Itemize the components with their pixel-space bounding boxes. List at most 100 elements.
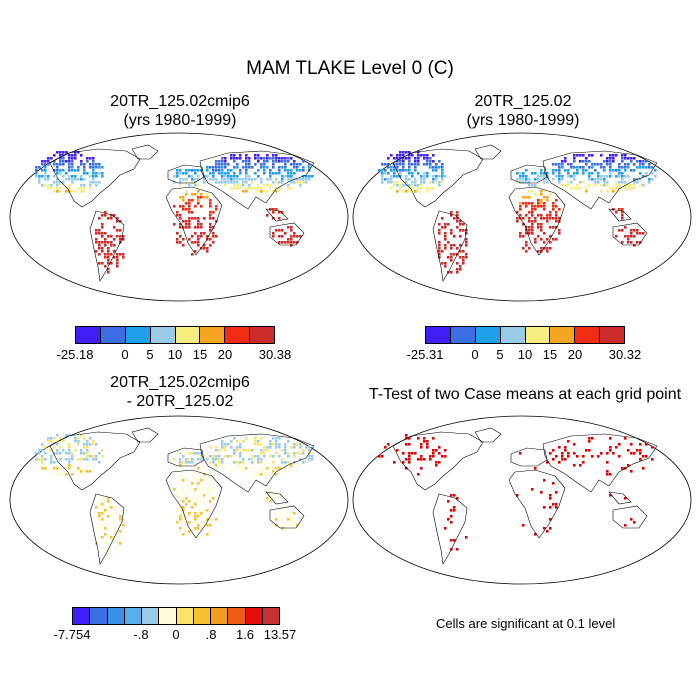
coastline <box>165 186 223 256</box>
colorbar-swatch <box>475 327 501 343</box>
colorbar-label: 10 <box>167 347 183 362</box>
map-cells <box>35 434 314 557</box>
panel-title-line1: 20TR_125.02cmip6 <box>110 374 250 391</box>
world-map-ttest <box>352 415 692 585</box>
colorbar-label: 0 <box>471 347 479 362</box>
colorbar-swatch <box>500 327 526 343</box>
colorbar-label: 5 <box>146 347 154 362</box>
coastline <box>199 433 315 493</box>
colorbar-label: 5 <box>496 347 504 362</box>
colorbar-swatch <box>262 608 279 624</box>
colorbar-label: 20 <box>217 347 233 362</box>
map-panel-top-right <box>351 131 693 303</box>
coastline <box>392 431 484 491</box>
map-panel-bottom-right <box>351 414 693 586</box>
coastline <box>269 222 305 246</box>
coastline <box>131 427 159 443</box>
panel-title-line1: 20TR_125.02cmip6 <box>110 93 250 110</box>
colorbar-swatch <box>550 327 576 343</box>
colorbar-swatch <box>150 327 176 343</box>
panel-title-top-left: 20TR_125.02cmip6 (yrs 1980-1999) <box>42 92 318 130</box>
colorbar-swatch <box>76 327 101 343</box>
colorbar-label: -.8 <box>133 627 149 642</box>
map-cells <box>378 434 654 551</box>
panel-title-line2: (yrs 1980-1999) <box>466 112 580 129</box>
coastline <box>89 210 125 282</box>
colorbar-label-min: -7.754 <box>53 627 91 642</box>
colorbar-swatch <box>250 327 274 343</box>
map-boundary <box>352 415 692 585</box>
colorbar-label: 10 <box>517 347 533 362</box>
colorbar-swatch <box>450 327 476 343</box>
colorbar-label: 0 <box>121 347 129 362</box>
colorbar-label: 20 <box>567 347 583 362</box>
colorbar-swatch <box>193 608 211 624</box>
coastline <box>508 186 566 256</box>
colorbar-swatch <box>107 608 125 624</box>
coastline <box>392 148 484 208</box>
coastline <box>612 505 648 529</box>
coastline <box>608 208 632 222</box>
coastline <box>432 210 468 282</box>
panel-title-line1: 20TR_125.02 <box>474 93 572 110</box>
coastline <box>199 150 315 210</box>
coastline <box>89 493 125 565</box>
map-panel-bottom-left <box>8 414 350 586</box>
colorbar-swatch <box>100 327 126 343</box>
coastline <box>265 491 289 505</box>
coastline <box>432 493 468 565</box>
panel-title-top-right: 20TR_125.02 (yrs 1980-1999) <box>385 92 661 130</box>
panel-title-line2: (yrs 1980-1999) <box>123 112 237 129</box>
coastline <box>269 505 305 529</box>
map-panel-top-left <box>8 131 350 303</box>
world-map-abs-control <box>352 132 692 302</box>
panel-title-bottom-right: T-Test of two Case means at each grid po… <box>350 385 700 404</box>
world-map-abs-cmip6 <box>9 132 349 302</box>
colorbar-label-max: 30.38 <box>258 347 292 362</box>
coastline <box>608 491 632 505</box>
colorbar-label-max: 30.32 <box>608 347 642 362</box>
colorbar-swatch <box>211 608 229 624</box>
colorbar-swatch <box>176 608 194 624</box>
colorbar-swatch <box>225 327 251 343</box>
colorbar-top-left <box>75 326 275 344</box>
coastline <box>265 208 289 222</box>
coastline <box>474 144 502 160</box>
map-cells <box>378 151 657 274</box>
coastline <box>49 431 141 491</box>
colorbar-swatch <box>73 608 91 624</box>
map-cells <box>35 151 314 274</box>
panel-title-bottom-left: 20TR_125.02cmip6 - 20TR_125.02 <box>42 373 318 411</box>
colorbar-label-max: 13.57 <box>263 627 297 642</box>
colorbar-label-min: -25.31 <box>406 347 444 362</box>
colorbar-swatch <box>125 327 151 343</box>
world-map-difference <box>9 415 349 585</box>
colorbar-swatch <box>245 608 263 624</box>
colorbar-bottom-left <box>72 607 280 625</box>
coastline <box>542 150 658 210</box>
coastline <box>510 164 548 184</box>
colorbar-label-min: -25.18 <box>56 347 94 362</box>
panel-title-line1: T-Test of two Case means at each grid po… <box>368 386 682 403</box>
coastline <box>474 427 502 443</box>
coastline <box>508 469 566 539</box>
colorbar-top-right <box>425 326 625 344</box>
significance-note: Cells are significant at 0.1 level <box>436 616 616 631</box>
coastline <box>542 433 658 493</box>
coastline <box>167 164 205 184</box>
colorbar-label: 15 <box>192 347 208 362</box>
colorbar-swatch <box>175 327 201 343</box>
colorbar-swatch <box>575 327 601 343</box>
colorbar-swatch <box>124 608 142 624</box>
coastline <box>510 447 548 467</box>
colorbar-label: .8 <box>205 627 217 642</box>
coastline <box>165 469 223 539</box>
colorbar-label: 1.6 <box>235 627 255 642</box>
colorbar-label: 15 <box>542 347 558 362</box>
colorbar-swatch <box>426 327 451 343</box>
colorbar-swatch <box>159 608 177 624</box>
coastline <box>612 222 648 246</box>
colorbar-swatch <box>142 608 160 624</box>
colorbar-swatch <box>228 608 246 624</box>
colorbar-swatch <box>90 608 108 624</box>
